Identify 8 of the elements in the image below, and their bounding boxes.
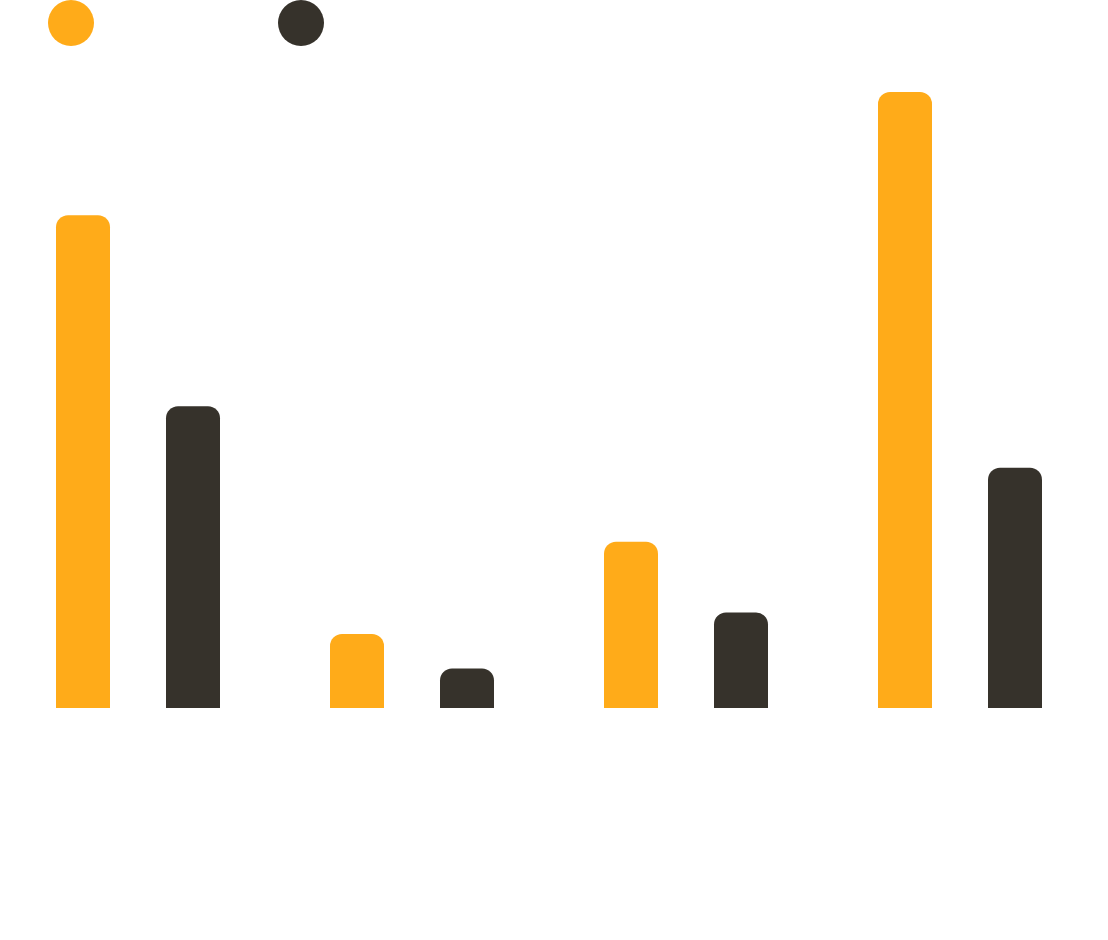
bar: [714, 612, 768, 708]
bar: [988, 467, 1042, 708]
bar: [878, 92, 932, 708]
bar: [440, 668, 494, 708]
bar: [604, 541, 658, 708]
bar: [166, 406, 220, 708]
bar: [56, 215, 110, 708]
bar: [330, 634, 384, 708]
